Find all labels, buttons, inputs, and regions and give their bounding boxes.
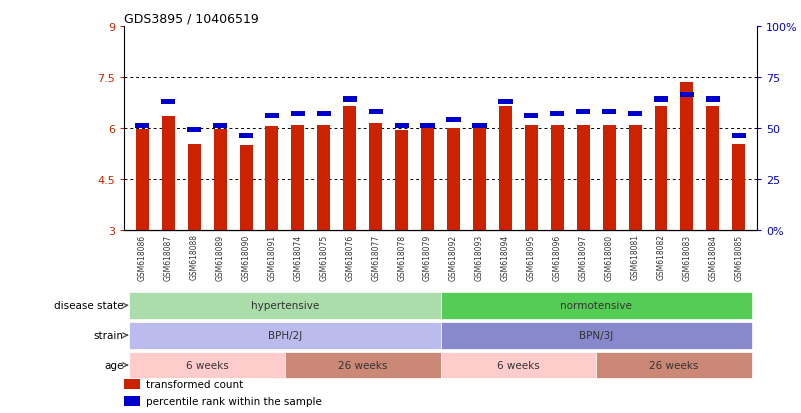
Text: GSM618078: GSM618078 bbox=[397, 234, 406, 280]
Bar bbox=[395, 131, 409, 231]
Bar bbox=[161, 99, 175, 104]
Text: hypertensive: hypertensive bbox=[251, 301, 319, 311]
Bar bbox=[447, 129, 460, 231]
Text: GSM618095: GSM618095 bbox=[527, 234, 536, 280]
Text: GSM618084: GSM618084 bbox=[708, 234, 718, 280]
Bar bbox=[369, 124, 382, 231]
Bar bbox=[441, 322, 752, 349]
Bar bbox=[628, 112, 642, 116]
Bar bbox=[368, 109, 383, 114]
Text: 26 weeks: 26 weeks bbox=[650, 360, 698, 370]
Bar bbox=[654, 97, 668, 102]
Text: GSM618086: GSM618086 bbox=[138, 234, 147, 280]
Bar bbox=[473, 127, 486, 231]
Text: GSM618094: GSM618094 bbox=[501, 234, 510, 280]
Text: GSM618096: GSM618096 bbox=[553, 234, 562, 280]
Bar bbox=[265, 114, 279, 119]
Bar bbox=[129, 352, 285, 378]
Bar bbox=[706, 97, 720, 102]
Text: BPN/3J: BPN/3J bbox=[579, 330, 614, 340]
Text: GSM618089: GSM618089 bbox=[215, 234, 224, 280]
Bar bbox=[706, 107, 719, 231]
Text: GSM618074: GSM618074 bbox=[293, 234, 303, 280]
Bar bbox=[421, 129, 434, 231]
Bar bbox=[291, 112, 305, 116]
Bar bbox=[239, 134, 253, 139]
Bar bbox=[421, 124, 435, 129]
Text: GSM618097: GSM618097 bbox=[578, 234, 588, 280]
Bar bbox=[162, 117, 175, 231]
Bar bbox=[602, 109, 616, 114]
Text: strain: strain bbox=[94, 330, 123, 340]
Bar bbox=[525, 126, 537, 231]
Text: BPH/2J: BPH/2J bbox=[268, 330, 302, 340]
Text: transformed count: transformed count bbox=[147, 379, 244, 389]
Text: 6 weeks: 6 weeks bbox=[497, 360, 540, 370]
Bar bbox=[124, 379, 140, 389]
Text: GSM618082: GSM618082 bbox=[657, 234, 666, 280]
Text: 6 weeks: 6 weeks bbox=[186, 360, 228, 370]
Text: GSM618076: GSM618076 bbox=[345, 234, 354, 280]
Text: GSM618081: GSM618081 bbox=[630, 234, 639, 280]
Text: disease state: disease state bbox=[54, 301, 123, 311]
Text: GSM618090: GSM618090 bbox=[242, 234, 251, 280]
Bar bbox=[596, 352, 752, 378]
Bar bbox=[124, 396, 140, 406]
Bar bbox=[654, 107, 667, 231]
Text: GSM618085: GSM618085 bbox=[735, 234, 743, 280]
Bar bbox=[499, 107, 512, 231]
Bar bbox=[214, 130, 227, 231]
Bar bbox=[395, 124, 409, 129]
Text: GSM618092: GSM618092 bbox=[449, 234, 458, 280]
Text: GSM618079: GSM618079 bbox=[423, 234, 432, 280]
Bar bbox=[732, 144, 745, 231]
Text: GSM618088: GSM618088 bbox=[190, 234, 199, 280]
Text: GSM618091: GSM618091 bbox=[268, 234, 276, 280]
Bar bbox=[550, 112, 565, 116]
Bar bbox=[343, 97, 357, 102]
Bar bbox=[316, 112, 331, 116]
Bar bbox=[446, 118, 461, 123]
Bar bbox=[473, 124, 486, 129]
Bar bbox=[524, 114, 538, 119]
Bar bbox=[135, 124, 150, 129]
Bar bbox=[629, 126, 642, 231]
Text: GDS3895 / 10406519: GDS3895 / 10406519 bbox=[124, 13, 259, 26]
Bar bbox=[265, 127, 279, 231]
Bar bbox=[577, 126, 590, 231]
Bar bbox=[498, 99, 513, 104]
Bar bbox=[602, 126, 616, 231]
Bar bbox=[285, 352, 441, 378]
Text: GSM618080: GSM618080 bbox=[605, 234, 614, 280]
Text: GSM618077: GSM618077 bbox=[371, 234, 380, 280]
Bar bbox=[129, 292, 441, 319]
Text: GSM618083: GSM618083 bbox=[682, 234, 691, 280]
Bar bbox=[576, 109, 590, 114]
Text: GSM618093: GSM618093 bbox=[475, 234, 484, 280]
Bar bbox=[187, 144, 201, 231]
Bar bbox=[187, 128, 201, 133]
Bar bbox=[239, 146, 252, 231]
Bar bbox=[680, 93, 694, 98]
Bar bbox=[551, 126, 564, 231]
Text: 26 weeks: 26 weeks bbox=[338, 360, 388, 370]
Bar bbox=[441, 292, 752, 319]
Text: GSM618087: GSM618087 bbox=[163, 234, 173, 280]
Text: percentile rank within the sample: percentile rank within the sample bbox=[147, 396, 322, 406]
Text: normotensive: normotensive bbox=[560, 301, 632, 311]
Bar bbox=[680, 83, 694, 231]
Text: age: age bbox=[104, 360, 123, 370]
Bar bbox=[129, 322, 441, 349]
Bar bbox=[441, 352, 596, 378]
Bar bbox=[213, 124, 227, 129]
Text: GSM618075: GSM618075 bbox=[320, 234, 328, 280]
Bar bbox=[292, 126, 304, 231]
Bar bbox=[731, 134, 746, 139]
Bar bbox=[317, 126, 330, 231]
Bar bbox=[136, 130, 149, 231]
Bar bbox=[344, 107, 356, 231]
